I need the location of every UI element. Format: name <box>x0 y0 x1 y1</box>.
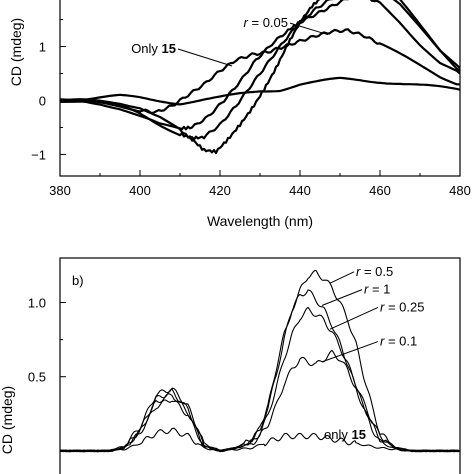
panel-b-annotation-leader <box>329 271 355 284</box>
panel-a-y-tick-label: 0 <box>39 93 46 108</box>
panel-a-x-tick-label: 400 <box>129 183 151 198</box>
panel-b-y-tick-label: 0.5 <box>28 370 46 385</box>
panel-b-series-line <box>60 349 460 453</box>
panel-b-annotation-leader <box>321 341 379 363</box>
panel-b-annotation-label: r = 0.5 <box>356 264 393 279</box>
panel-a-x-tick-label: 480 <box>449 183 471 198</box>
panel-a-series <box>60 0 460 155</box>
panel-a-x-tick-label: 460 <box>369 183 391 198</box>
panel-a-annotation-leader <box>177 48 233 67</box>
panel-a-x-tick-label: 380 <box>49 183 71 198</box>
panel-b-frame <box>59 257 461 474</box>
panel-b-series-line <box>60 269 460 453</box>
panel-a-x-tick-label: 420 <box>209 183 231 198</box>
panel-a-x-tick-label: 440 <box>289 183 311 198</box>
panel-b-annotation-leader <box>321 289 363 306</box>
panel-a-annotation-label: Only 15 <box>131 41 176 56</box>
panel-b-annotations: r = 0.5 r = 1 r = 0.25 r = 0.1 only 15 <box>321 264 424 442</box>
panel-a-series-line <box>60 28 460 114</box>
panel-b-annotation-leader <box>329 306 379 330</box>
panel-b-series <box>60 269 460 453</box>
panel-a-annotation-leader <box>289 22 329 36</box>
panel-b-series-line <box>60 289 460 453</box>
panel-a-traces <box>60 0 460 155</box>
panel-a-annotation-label: r = 0.05 <box>244 15 288 30</box>
panel-b-y-tick-label: 1.0 <box>28 296 46 311</box>
panel-b-series-line <box>60 427 460 453</box>
panel-b-traces <box>60 269 460 453</box>
panel-a-series-line <box>60 76 460 106</box>
panel-b-ticks: 0.5 1.0 <box>28 296 66 385</box>
panel-a: 380 400 420 440 460 480 −1 0 1 r = 0.05 Only 15 W… <box>8 0 471 229</box>
panel-b-annotation-label: r = 0.1 <box>380 334 417 349</box>
panel-b: b) 0.5 1.0 r = 0.5 r = 1 r = 0.25 r = 0.1 onl… <box>0 257 461 474</box>
panel-b-label: b) <box>72 273 84 288</box>
panel-a-x-axis-title: Wavelength (nm) <box>207 213 313 229</box>
panel-b-annotation-label: r = 0.25 <box>380 299 424 314</box>
panel-b-annotation-label: r = 1 <box>364 282 390 297</box>
panel-a-annotations: r = 0.05 Only 15 <box>131 15 329 67</box>
panel-a-y-axis-title: CD (mdeg) <box>8 18 24 86</box>
panel-a-y-tick-label: 1 <box>39 40 46 55</box>
panel-a-ticks: 380 400 420 440 460 480 −1 0 1 <box>31 19 471 198</box>
panel-b-y-axis-title: CD (mdeg) <box>0 386 15 454</box>
panel-b-annotation-label: only 15 <box>324 427 366 442</box>
panel-a-y-tick-label: −1 <box>31 147 46 162</box>
